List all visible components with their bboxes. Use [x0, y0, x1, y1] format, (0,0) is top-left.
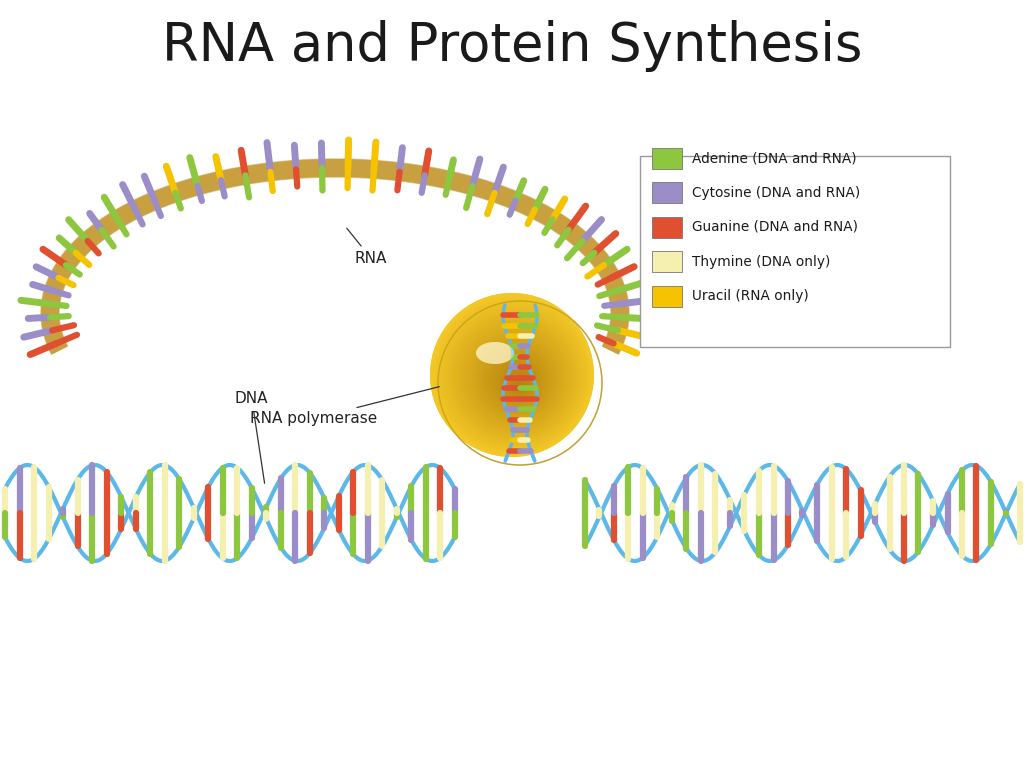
- Circle shape: [458, 320, 571, 435]
- Circle shape: [442, 305, 584, 447]
- Circle shape: [515, 378, 524, 387]
- Circle shape: [472, 336, 559, 422]
- Circle shape: [449, 311, 579, 442]
- Circle shape: [469, 333, 561, 425]
- Text: RNA polymerase: RNA polymerase: [250, 386, 439, 426]
- Circle shape: [509, 372, 529, 392]
- Circle shape: [455, 317, 574, 437]
- Circle shape: [436, 299, 589, 452]
- Circle shape: [500, 362, 537, 399]
- Circle shape: [475, 339, 557, 419]
- Circle shape: [458, 320, 571, 435]
- Text: Uracil (RNA only): Uracil (RNA only): [692, 289, 809, 303]
- Circle shape: [469, 333, 561, 425]
- Ellipse shape: [476, 342, 514, 364]
- Circle shape: [463, 326, 566, 429]
- Bar: [652, 251, 682, 272]
- Circle shape: [460, 323, 569, 432]
- Circle shape: [512, 375, 526, 389]
- Circle shape: [509, 372, 529, 392]
- Circle shape: [445, 308, 582, 445]
- Circle shape: [500, 362, 537, 399]
- Circle shape: [452, 314, 577, 439]
- Circle shape: [497, 359, 540, 402]
- Bar: [652, 217, 682, 237]
- Circle shape: [442, 305, 584, 447]
- Circle shape: [439, 302, 587, 449]
- Text: Adenine (DNA and RNA): Adenine (DNA and RNA): [692, 151, 857, 165]
- Circle shape: [455, 317, 574, 437]
- Circle shape: [463, 326, 566, 429]
- Circle shape: [433, 296, 592, 455]
- Bar: [652, 286, 682, 306]
- Circle shape: [452, 314, 577, 439]
- Circle shape: [506, 369, 531, 395]
- Ellipse shape: [476, 342, 514, 364]
- Circle shape: [490, 353, 544, 407]
- Circle shape: [518, 381, 522, 385]
- Text: Thymine (DNA only): Thymine (DNA only): [692, 254, 830, 269]
- Circle shape: [436, 299, 589, 452]
- Circle shape: [487, 350, 547, 409]
- Circle shape: [472, 336, 559, 422]
- Circle shape: [445, 308, 582, 445]
- Text: Guanine (DNA and RNA): Guanine (DNA and RNA): [692, 220, 858, 234]
- Text: DNA: DNA: [234, 391, 268, 483]
- Circle shape: [433, 296, 592, 455]
- Text: RNA: RNA: [347, 228, 387, 266]
- Circle shape: [430, 293, 594, 457]
- Circle shape: [460, 323, 569, 432]
- Circle shape: [512, 375, 526, 389]
- Circle shape: [494, 356, 542, 405]
- Circle shape: [481, 344, 552, 415]
- Text: RNA and Protein Synthesis: RNA and Protein Synthesis: [162, 20, 862, 72]
- Circle shape: [503, 366, 535, 397]
- Text: Cytosine (DNA and RNA): Cytosine (DNA and RNA): [692, 186, 860, 200]
- Circle shape: [439, 302, 587, 449]
- Circle shape: [515, 378, 524, 387]
- Circle shape: [430, 293, 594, 457]
- FancyBboxPatch shape: [640, 156, 950, 346]
- Circle shape: [478, 342, 554, 417]
- Circle shape: [503, 366, 535, 397]
- Circle shape: [484, 347, 549, 412]
- Ellipse shape: [476, 342, 514, 364]
- Circle shape: [490, 353, 544, 407]
- Circle shape: [466, 329, 564, 427]
- Circle shape: [481, 344, 552, 415]
- Bar: [652, 182, 682, 203]
- Circle shape: [487, 350, 547, 409]
- Circle shape: [478, 342, 554, 417]
- Circle shape: [494, 356, 542, 405]
- Circle shape: [466, 329, 564, 427]
- Circle shape: [449, 311, 579, 442]
- Circle shape: [518, 381, 522, 385]
- Circle shape: [497, 359, 540, 402]
- Circle shape: [484, 347, 549, 412]
- Circle shape: [475, 339, 557, 419]
- Bar: [652, 147, 682, 168]
- Circle shape: [506, 369, 531, 395]
